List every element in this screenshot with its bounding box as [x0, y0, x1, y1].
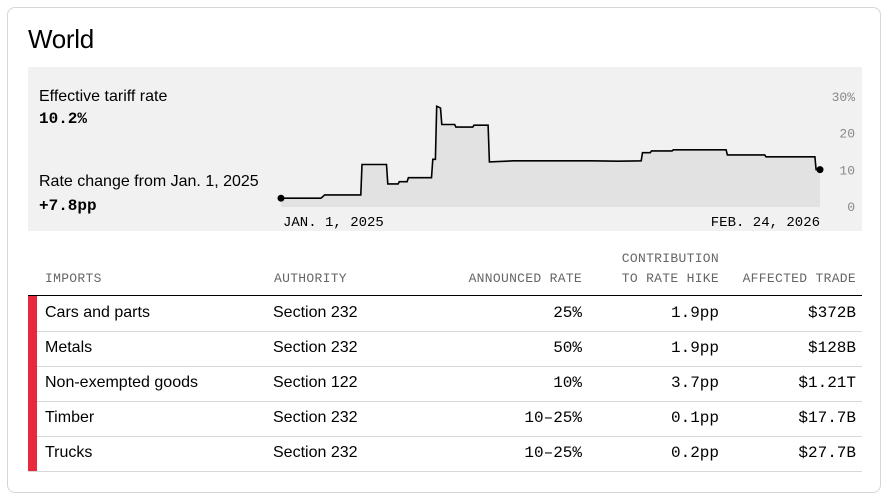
rate-area — [281, 106, 820, 207]
rate-line — [281, 104, 820, 199]
cell-contribution: 0.2pp — [670, 444, 719, 462]
row-accent-bar — [28, 401, 37, 436]
card-title: World — [28, 24, 94, 54]
cell-announced-rate: 25% — [553, 304, 582, 322]
cell-affected-trade: $1.21T — [798, 374, 856, 392]
row-divider — [28, 366, 862, 367]
row-accent-bar — [28, 331, 37, 366]
header-authority: AUTHORITY — [274, 271, 347, 286]
row-accent-bar — [28, 296, 37, 331]
chart-panel: Effective tariff rate 10.2% Rate change … — [28, 67, 862, 231]
effective-rate-label: Effective tariff rate — [39, 88, 168, 105]
cell-affected-trade: $17.7B — [798, 409, 856, 427]
row-divider — [28, 471, 862, 472]
cell-authority: Section 232 — [273, 409, 358, 426]
y-tick-label: 30% — [832, 90, 856, 105]
header-to-rate-hike: TO RATE HIKE — [621, 271, 719, 286]
y-tick-label: 10 — [839, 163, 855, 178]
tariff-card: World Effective tariff rate 10.2% Rate c… — [7, 7, 881, 493]
y-tick-label: 20 — [839, 127, 855, 142]
end-point — [816, 166, 824, 174]
cell-imports: Non-exempted goods — [45, 374, 198, 391]
cell-contribution: 0.1pp — [670, 409, 719, 427]
cell-announced-rate: 10–25% — [524, 444, 582, 462]
x-tick-label-start: JAN. 1, 2025 — [283, 215, 384, 231]
cell-contribution: 1.9pp — [670, 304, 719, 322]
header-announced-rate: ANNOUNCED RATE — [468, 271, 582, 286]
cell-affected-trade: $128B — [807, 339, 856, 357]
header-divider — [28, 295, 862, 296]
row-divider — [28, 401, 862, 402]
cell-contribution: 3.7pp — [670, 374, 719, 392]
cell-affected-trade: $27.7B — [798, 444, 856, 462]
x-tick-label-end: FEB. 24, 2026 — [711, 215, 820, 231]
cell-authority: Section 122 — [273, 374, 358, 391]
cell-imports: Cars and parts — [45, 304, 150, 321]
start-point — [277, 194, 285, 202]
tariff-rate-chart: 30% 20 10 0 JAN. 1, 2025 FEB. 24, 2026 — [277, 90, 856, 231]
y-tick-label: 0 — [847, 200, 855, 215]
cell-announced-rate: 50% — [553, 339, 582, 357]
cell-announced-rate: 10–25% — [524, 409, 582, 427]
cell-authority: Section 232 — [273, 339, 358, 356]
row-divider — [28, 331, 862, 332]
row-divider — [28, 436, 862, 437]
cell-imports: Trucks — [45, 444, 93, 461]
header-affected-trade: AFFECTED TRADE — [742, 271, 856, 286]
effective-rate-value: 10.2% — [39, 110, 88, 128]
cell-announced-rate: 10% — [553, 374, 582, 392]
row-accent-bar — [28, 366, 37, 401]
row-accent-bar — [28, 436, 37, 471]
cell-affected-trade: $372B — [807, 304, 856, 322]
rate-change-label: Rate change from Jan. 1, 2025 — [39, 173, 259, 190]
cell-authority: Section 232 — [273, 444, 358, 461]
rate-change-value: +7.8pp — [39, 197, 97, 215]
header-imports: IMPORTS — [45, 271, 102, 286]
cell-contribution: 1.9pp — [670, 339, 719, 357]
cell-authority: Section 232 — [273, 304, 358, 321]
header-contribution: CONTRIBUTION — [621, 251, 719, 266]
cell-imports: Metals — [45, 339, 93, 356]
cell-imports: Timber — [45, 409, 95, 426]
